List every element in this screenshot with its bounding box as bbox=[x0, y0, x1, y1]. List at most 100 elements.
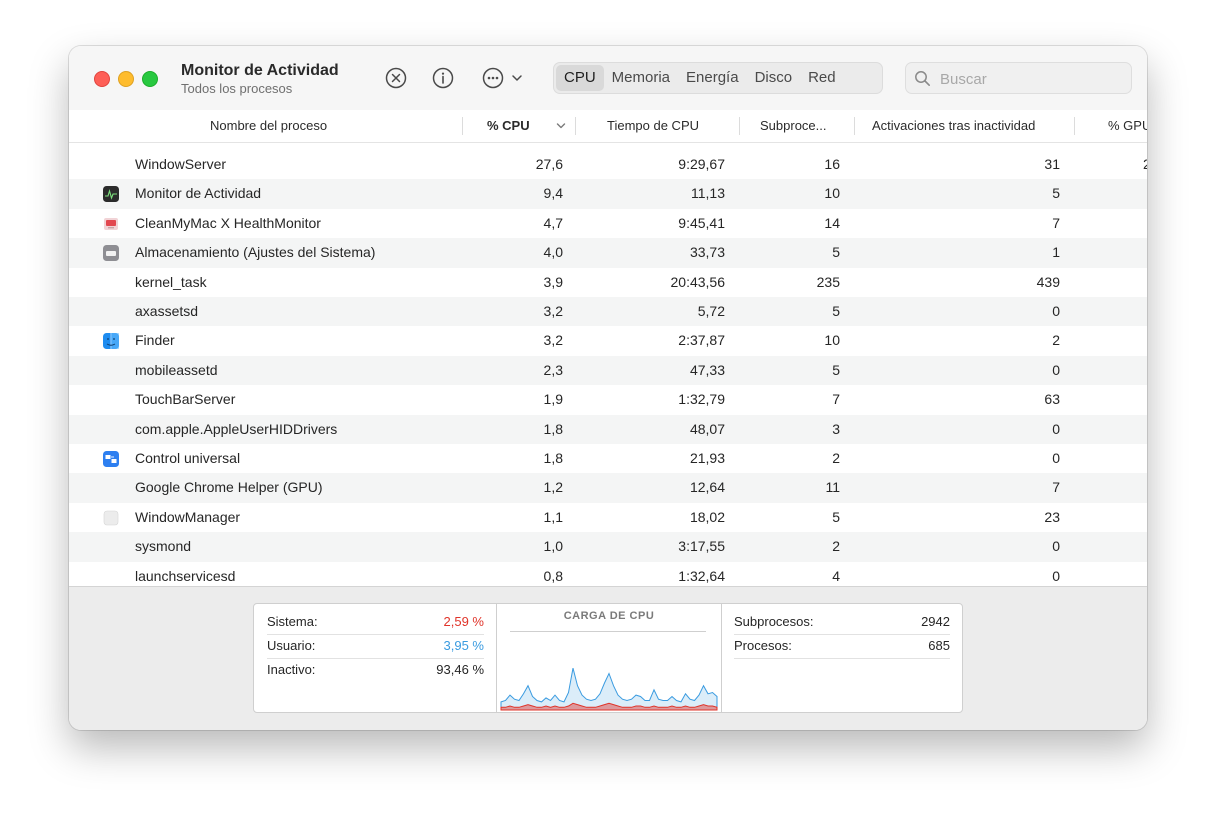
gpu-percent bbox=[1143, 326, 1147, 355]
cpu-percent: 1,8 bbox=[543, 420, 563, 437]
process-row[interactable]: WindowServer 27,6 9:29,67 16 31 2 bbox=[69, 150, 1147, 179]
process-name: mobileassetd bbox=[135, 361, 218, 378]
stat-user-label: Usuario: bbox=[267, 638, 316, 653]
finder-icon bbox=[102, 332, 120, 350]
process-name: Almacenamiento (Ajustes del Sistema) bbox=[135, 244, 376, 261]
idle-wakeups: 0 bbox=[1052, 303, 1060, 319]
activity-monitor-window: Monitor de Actividad Todos los procesos bbox=[69, 46, 1147, 730]
process-row[interactable]: TouchBarServer 1,9 1:32,79 7 63 bbox=[69, 385, 1147, 414]
idle-wakeups: 2 bbox=[1052, 332, 1060, 349]
chart-title-rule bbox=[510, 631, 706, 632]
tab-red[interactable]: Red bbox=[808, 69, 836, 86]
thread-count: 5 bbox=[832, 303, 840, 319]
column-header-idle-wakeups[interactable]: Activaciones tras inactividad bbox=[872, 118, 1036, 133]
cpu-user-series bbox=[500, 667, 718, 711]
cpu-system-series bbox=[500, 702, 718, 711]
process-row[interactable]: Almacenamiento (Ajustes del Sistema) 4,0 3… bbox=[69, 238, 1147, 268]
info-button[interactable] bbox=[431, 66, 455, 90]
cpu-load-chart bbox=[500, 667, 718, 711]
tab-memoria[interactable]: Memoria bbox=[611, 69, 671, 86]
search-field bbox=[905, 62, 1132, 95]
cpu-percent: 0,8 bbox=[543, 567, 563, 584]
gpu-percent bbox=[1143, 356, 1147, 385]
column-divider[interactable] bbox=[462, 117, 463, 135]
stat-divider bbox=[734, 634, 950, 635]
cleanmymac-icon bbox=[102, 215, 120, 233]
table-header: Nombre del proceso % CPU Tiempo de CPU S… bbox=[69, 110, 1147, 143]
process-row[interactable]: Monitor de Actividad 9,4 11,13 10 5 bbox=[69, 179, 1147, 209]
process-row[interactable]: sysmond 1,0 3:17,55 2 0 bbox=[69, 532, 1147, 562]
cpu-percent: 1,9 bbox=[543, 391, 563, 408]
idle-wakeups: 439 bbox=[1036, 273, 1060, 290]
column-header-gpu[interactable]: % GPU bbox=[1108, 118, 1147, 133]
stat-user: Usuario: 3,95 % bbox=[267, 634, 484, 658]
cpu-percent: 1,2 bbox=[543, 479, 563, 496]
idle-wakeups: 23 bbox=[1044, 508, 1060, 525]
column-header-threads[interactable]: Subproce... bbox=[760, 118, 827, 133]
panel-divider bbox=[496, 604, 497, 712]
cpu-time: 5,72 bbox=[697, 303, 725, 319]
close-window-button[interactable] bbox=[94, 71, 110, 87]
more-options-icon bbox=[482, 67, 522, 89]
cpu-percent: 9,4 bbox=[543, 185, 563, 202]
process-row[interactable]: com.apple.AppleUserHIDDrivers 1,8 48,07 3 0 bbox=[69, 414, 1147, 444]
process-row[interactable]: CleanMyMac X HealthMonitor 4,7 9:45,41 14 7 bbox=[69, 209, 1147, 238]
process-row[interactable]: Google Chrome Helper (GPU) 1,2 12,64 11 7 bbox=[69, 473, 1147, 503]
process-row[interactable]: launchservicesd 0,8 1:32,64 4 0 bbox=[69, 562, 1147, 586]
thread-count: 14 bbox=[824, 214, 840, 231]
cpu-time: 9:45,41 bbox=[678, 214, 725, 231]
thread-count: 2 bbox=[832, 450, 840, 466]
more-options-button[interactable] bbox=[481, 66, 525, 90]
stat-system-label: Sistema: bbox=[267, 614, 318, 629]
thread-count: 16 bbox=[824, 156, 840, 172]
process-row[interactable]: WindowManager 1,1 18,02 5 23 bbox=[69, 503, 1147, 532]
stat-processes: Procesos: 685 bbox=[734, 634, 950, 658]
universal-control-icon bbox=[102, 450, 120, 468]
cpu-time: 21,93 bbox=[689, 450, 725, 466]
process-name: WindowServer bbox=[135, 156, 227, 172]
process-row[interactable]: axassetsd 3,2 5,72 5 0 bbox=[69, 297, 1147, 327]
idle-wakeups: 5 bbox=[1052, 185, 1060, 202]
column-divider[interactable] bbox=[854, 117, 855, 135]
column-divider[interactable] bbox=[739, 117, 740, 135]
storage-icon bbox=[102, 244, 120, 262]
gpu-percent bbox=[1143, 415, 1147, 444]
zoom-window-button[interactable] bbox=[142, 71, 158, 87]
process-row[interactable]: mobileassetd 2,3 47,33 5 0 bbox=[69, 355, 1147, 386]
minimize-window-button[interactable] bbox=[118, 71, 134, 87]
process-name: WindowManager bbox=[135, 508, 241, 525]
tab-cpu[interactable]: CPU bbox=[556, 65, 604, 91]
cpu-percent: 1,0 bbox=[543, 538, 563, 555]
process-name: Monitor de Actividad bbox=[135, 185, 262, 202]
column-divider[interactable] bbox=[575, 117, 576, 135]
column-header-cpu[interactable]: % CPU bbox=[487, 118, 530, 133]
sort-descending-icon[interactable] bbox=[555, 110, 567, 142]
thread-count: 5 bbox=[832, 244, 840, 261]
stop-process-button[interactable] bbox=[384, 66, 408, 90]
process-name: launchservicesd bbox=[135, 567, 236, 584]
stat-idle: Inactivo: 93,46 % bbox=[267, 658, 484, 682]
cpu-time: 12,64 bbox=[689, 479, 725, 496]
cpu-time: 3:17,55 bbox=[678, 538, 725, 555]
cpu-time: 48,07 bbox=[689, 420, 725, 437]
process-row[interactable]: Control universal 1,8 21,93 2 0 bbox=[69, 444, 1147, 473]
gpu-percent bbox=[1143, 473, 1147, 502]
cpu-percent: 3,2 bbox=[543, 303, 563, 319]
process-row[interactable]: Finder 3,2 2:37,87 10 2 bbox=[69, 326, 1147, 355]
stat-divider bbox=[267, 658, 484, 659]
info-icon bbox=[432, 67, 454, 89]
process-name: sysmond bbox=[135, 538, 192, 555]
tab-energia[interactable]: Energía bbox=[686, 69, 739, 86]
window-manager-icon bbox=[102, 509, 120, 527]
tab-disco[interactable]: Disco bbox=[754, 69, 793, 86]
stat-threads-label: Subprocesos: bbox=[734, 614, 814, 629]
activity-monitor-icon bbox=[102, 185, 120, 203]
gpu-percent bbox=[1143, 385, 1147, 414]
thread-count: 3 bbox=[832, 420, 840, 437]
process-row[interactable]: kernel_task 3,9 20:43,56 235 439 bbox=[69, 268, 1147, 297]
column-divider[interactable] bbox=[1074, 117, 1075, 135]
column-header-name[interactable]: Nombre del proceso bbox=[210, 118, 328, 133]
gpu-percent bbox=[1143, 238, 1147, 267]
search-input[interactable] bbox=[938, 63, 1130, 95]
column-header-cpu-time[interactable]: Tiempo de CPU bbox=[607, 118, 699, 133]
